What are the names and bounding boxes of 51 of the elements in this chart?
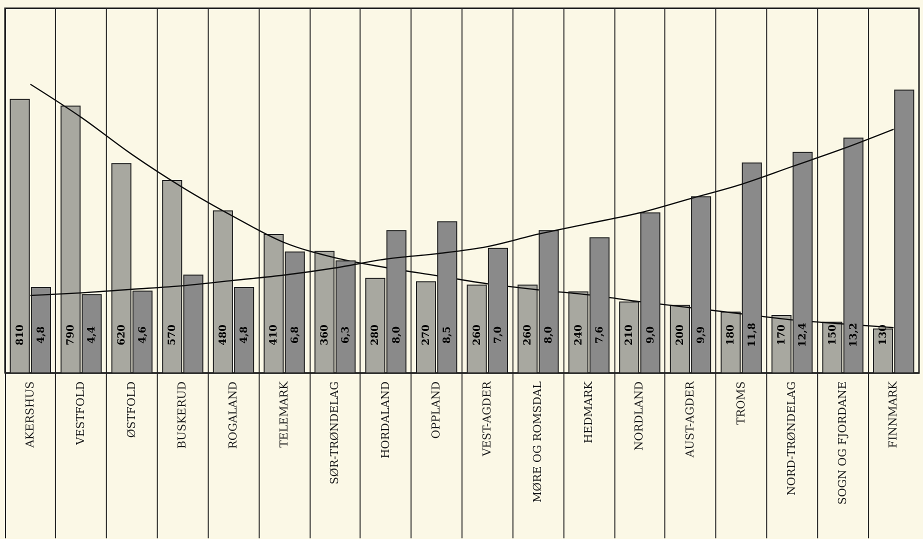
- data-label: 4,8: [36, 326, 47, 344]
- x-tick-label: BUSKERUD: [176, 381, 189, 449]
- x-tick-label: HEDMARK: [582, 380, 595, 444]
- data-label: 810: [14, 324, 26, 346]
- data-label: 8,0: [391, 326, 402, 344]
- data-label: 150: [827, 324, 838, 346]
- x-tick-label: AUST-AGDER: [684, 380, 696, 458]
- x-tick-label: TELEMARK: [277, 380, 290, 448]
- x-tick-label: VEST-AGDER: [480, 380, 494, 458]
- x-tick-label: SØR-TRØNDELAG: [328, 381, 342, 484]
- x-tick-label: OPPLAND: [430, 381, 443, 439]
- x-tick-label: NORD-TRØNDELAG: [785, 381, 798, 496]
- x-tick-label: SOGN OG FJORDANE: [836, 381, 849, 505]
- data-label: 790: [66, 324, 77, 346]
- data-label: 4,6: [138, 326, 149, 344]
- data-label: 7,0: [492, 326, 504, 344]
- x-tick-label: FINNMARK: [886, 380, 900, 448]
- x-tick-label: ØSTFOLD: [124, 381, 138, 438]
- x-tick-label: MØRE OG ROMSDAL: [531, 380, 544, 503]
- x-tick-label: HORDALAND: [378, 381, 392, 459]
- data-label: 9,0: [645, 326, 656, 344]
- data-label: 210: [624, 324, 636, 346]
- data-label: 240: [573, 324, 584, 346]
- data-label: 480: [218, 324, 229, 346]
- data-label: 360: [319, 324, 330, 346]
- data-label: 6,8: [290, 326, 301, 344]
- data-label: 170: [776, 324, 788, 346]
- data-label: 7,6: [594, 326, 606, 344]
- x-tick-label: AKERSHUS: [23, 381, 36, 449]
- x-tick-label: VESTFOLD: [74, 381, 88, 446]
- data-label: 260: [472, 324, 483, 346]
- data-label: 13,2: [848, 322, 860, 348]
- data-label: 9,9: [696, 326, 708, 344]
- data-label: 8,5: [442, 326, 454, 344]
- x-tick-label: NORDLAND: [632, 381, 646, 451]
- data-label: 8,0: [544, 326, 555, 344]
- data-label: 280: [370, 324, 382, 346]
- data-label: 570: [167, 324, 178, 346]
- x-tick-label: ROGALAND: [226, 381, 240, 449]
- data-label: 260: [522, 324, 534, 346]
- data-label: 270: [421, 324, 432, 346]
- data-label: 11,8: [746, 322, 758, 348]
- data-label: 4,8: [239, 326, 250, 344]
- data-label: 12,4: [798, 322, 809, 348]
- data-label: 6,3: [340, 326, 352, 344]
- data-label: 410: [268, 324, 280, 346]
- x-tick-label: TROMS: [734, 381, 748, 425]
- data-label: 620: [116, 324, 128, 346]
- data-label: 4,4: [86, 326, 98, 344]
- data-label: 180: [726, 324, 737, 346]
- data-label: 200: [674, 324, 686, 346]
